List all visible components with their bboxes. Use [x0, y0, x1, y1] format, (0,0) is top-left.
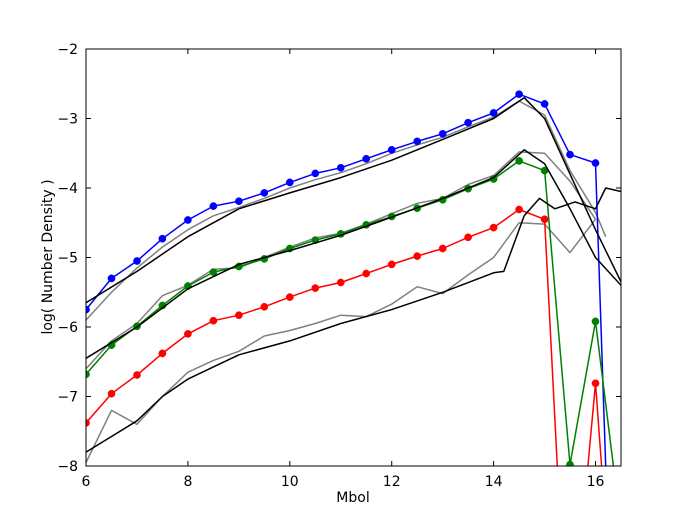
y-tick-label-4: −4 — [57, 181, 78, 197]
series-0-point-14 — [438, 129, 447, 138]
series-0-point-17 — [515, 90, 523, 99]
series-line-3 — [86, 96, 621, 304]
series-2-point-15 — [464, 233, 472, 242]
series-0-point-20 — [591, 159, 600, 167]
series-2-point-12 — [387, 260, 396, 269]
x-tick-label-0: 6 — [82, 474, 91, 490]
series-2-point-13 — [413, 252, 422, 260]
series-2-point-21 — [591, 379, 600, 388]
series-2-point-9 — [311, 284, 320, 292]
series-line-8 — [86, 218, 597, 463]
x-tick-label-3: 12 — [383, 474, 401, 490]
series-0-point-16 — [489, 109, 498, 117]
x-tick-label-1: 8 — [183, 474, 192, 490]
series-2-point-7 — [260, 302, 269, 311]
x-tick-label-2: 10 — [281, 474, 299, 490]
series-2-point-10 — [336, 278, 345, 287]
y-tick-label-0: −8 — [57, 459, 78, 475]
series-0-point-12 — [387, 145, 396, 154]
series-0-point-3 — [158, 234, 167, 243]
series-0-point-6 — [235, 197, 243, 206]
series-0-point-5 — [209, 202, 218, 210]
y-tick-label-2: −6 — [57, 320, 78, 336]
series-0-point-9 — [311, 169, 320, 178]
x-axis-label: Mbol — [336, 490, 369, 506]
series-2-point-18 — [540, 215, 549, 224]
series-2-point-3 — [158, 349, 167, 358]
y-tick-label-5: −3 — [57, 112, 78, 128]
y-tick-label-3: −5 — [57, 251, 78, 267]
series-line-6 — [86, 100, 607, 321]
series-0-point-19 — [566, 150, 574, 159]
series-layer — [86, 90, 621, 466]
series-line-1 — [86, 160, 615, 466]
series-0-point-1 — [107, 274, 116, 283]
series-line-0 — [86, 93, 607, 466]
series-1-point-19 — [566, 460, 574, 466]
series-2-point-4 — [184, 330, 192, 338]
series-0-point-15 — [464, 118, 472, 127]
series-1-point-17 — [515, 157, 523, 165]
series-0-point-8 — [285, 178, 294, 187]
series-line-2 — [86, 208, 559, 466]
series-0-point-2 — [133, 257, 141, 265]
y-tick-label-1: −7 — [57, 390, 78, 406]
series-2-point-11 — [362, 269, 371, 278]
series-line-5 — [86, 187, 621, 453]
series-2-point-5 — [209, 316, 218, 325]
series-0-point-11 — [362, 154, 371, 163]
series-0-point-13 — [413, 137, 422, 146]
series-2-point-1 — [107, 389, 116, 398]
series-0-point-18 — [540, 100, 549, 108]
series-2-point-17 — [515, 205, 523, 214]
series-2-point-6 — [235, 311, 243, 320]
series-2-point-8 — [285, 293, 294, 301]
series-0-point-7 — [260, 189, 269, 197]
series-1-point-5 — [209, 268, 218, 276]
x-tick-label-5: 16 — [587, 474, 605, 490]
y-axis-label: log( Number Density ) — [40, 179, 56, 334]
series-2-point-2 — [133, 371, 141, 379]
series-line-4 — [86, 149, 621, 359]
series-2-point-14 — [438, 244, 447, 253]
series-1-point-20 — [591, 317, 600, 326]
series-2-point-16 — [489, 223, 498, 232]
x-tick-label-4: 14 — [485, 474, 503, 490]
series-0-point-10 — [336, 163, 345, 172]
ticks-layer: 6 8 10 12 14 16 −8 −7 −6 −5 −4 −3 −2 — [57, 42, 621, 490]
y-tick-label-6: −2 — [57, 42, 78, 58]
series-0-point-4 — [184, 216, 192, 224]
